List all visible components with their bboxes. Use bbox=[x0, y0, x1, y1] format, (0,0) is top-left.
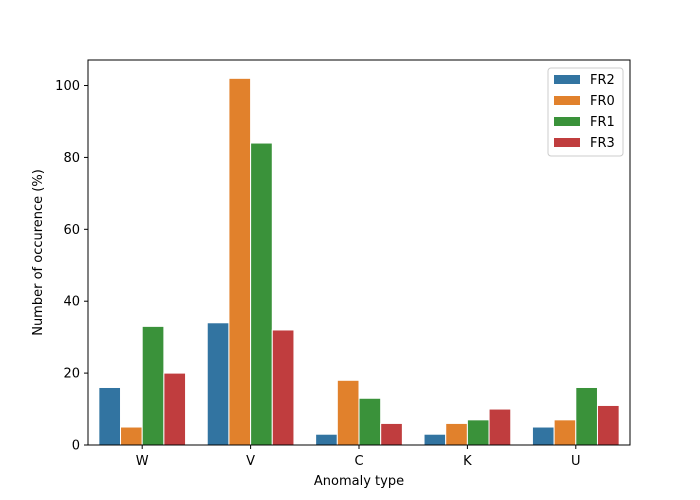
y-tick-label: 80 bbox=[63, 151, 80, 166]
bar-fr0-u bbox=[553, 419, 577, 446]
legend-label-fr1: FR1 bbox=[590, 115, 615, 130]
legend-label-fr2: FR2 bbox=[590, 73, 615, 88]
bar-fr2-v bbox=[206, 322, 230, 446]
bar-fr3-w bbox=[163, 372, 187, 446]
y-tick-label: 20 bbox=[63, 367, 80, 382]
y-axis: 0 20 40 60 80 100 bbox=[55, 79, 88, 454]
y-tick-label: 0 bbox=[72, 439, 80, 454]
bars-group bbox=[98, 77, 620, 446]
legend-swatch-fr1 bbox=[554, 117, 580, 126]
bar-fr1-u bbox=[575, 386, 598, 446]
bar-fr0-w bbox=[120, 426, 143, 446]
y-tick-label: 100 bbox=[55, 79, 80, 94]
bar-fr3-c bbox=[380, 422, 403, 446]
x-tick-label: C bbox=[354, 454, 363, 469]
legend-swatch-fr0 bbox=[554, 96, 580, 105]
bar-fr3-v bbox=[271, 329, 295, 446]
x-tick-label: V bbox=[246, 454, 255, 469]
bar-fr2-k bbox=[423, 433, 447, 446]
bar-fr1-v bbox=[250, 142, 273, 446]
plot-frame bbox=[87, 59, 631, 446]
bar-fr1-c bbox=[358, 397, 382, 446]
x-tick-label: U bbox=[571, 454, 581, 469]
bar-fr2-w bbox=[98, 386, 122, 446]
legend-label-fr0: FR0 bbox=[590, 94, 615, 109]
bar-fr2-c bbox=[315, 433, 338, 446]
y-tick-label: 60 bbox=[63, 223, 80, 238]
x-tick-label: K bbox=[463, 454, 472, 469]
legend-swatch-fr2 bbox=[554, 75, 580, 84]
bar-fr0-k bbox=[445, 422, 468, 446]
legend: FR2 FR0 FR1 FR3 bbox=[547, 67, 624, 157]
y-axis-label: Number of occurence (%) bbox=[31, 169, 46, 336]
bar-fr3-u bbox=[596, 404, 620, 446]
bar-fr0-v bbox=[228, 77, 252, 446]
bar-fr3-k bbox=[488, 408, 512, 446]
bar-fr1-k bbox=[466, 419, 490, 446]
legend-label-fr3: FR3 bbox=[590, 136, 615, 151]
legend-swatch-fr3 bbox=[554, 138, 580, 147]
x-axis-label: Anomaly type bbox=[314, 474, 404, 489]
legend-frame bbox=[547, 67, 624, 157]
bar-fr1-w bbox=[141, 325, 165, 446]
y-tick-label: 40 bbox=[63, 295, 80, 310]
bar-fr0-c bbox=[336, 379, 360, 446]
x-tick-label: W bbox=[136, 454, 149, 469]
bar-fr2-u bbox=[531, 426, 555, 446]
